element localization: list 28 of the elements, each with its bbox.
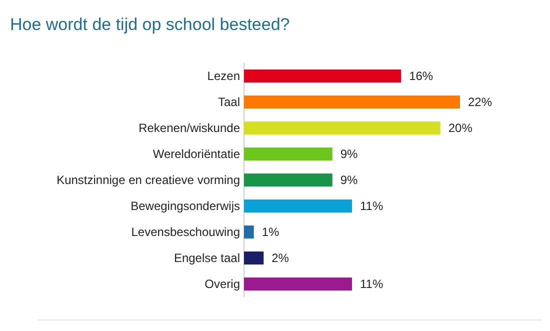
y-tick-label: Levensbeschouwing: [131, 225, 240, 240]
data-label: 16%: [409, 69, 434, 84]
data-label: 22%: [468, 95, 492, 110]
bar: [244, 70, 402, 82]
chart-title: Hoe wordt de tijd op school besteed?: [10, 15, 290, 34]
y-tick-label: Wereldoriëntatie: [152, 147, 240, 162]
y-tick-label: Taal: [218, 95, 240, 110]
y-tick-label: Rekenen/wiskunde: [138, 121, 240, 136]
data-label: 1%: [262, 225, 280, 240]
bar: [244, 148, 332, 160]
data-label: 11%: [360, 199, 384, 214]
data-label: 2%: [272, 251, 290, 266]
y-tick-label: Bewegingsonderwijs: [130, 199, 240, 214]
data-label: 20%: [448, 121, 473, 136]
data-label: 9%: [340, 173, 358, 188]
data-label: 11%: [360, 277, 384, 292]
bar: [244, 226, 254, 238]
y-tick-label: Engelse taal: [174, 251, 240, 266]
bar: [244, 96, 460, 108]
bar: [244, 122, 440, 134]
bar: [244, 278, 352, 290]
y-tick-label: Overig: [204, 277, 240, 292]
y-tick-label: Kunstzinnige en creatieve vorming: [56, 173, 240, 188]
bar: [244, 252, 264, 264]
y-tick-label: Lezen: [207, 69, 240, 84]
data-label: 9%: [340, 147, 358, 162]
bar: [244, 200, 352, 212]
bar: [244, 174, 332, 186]
